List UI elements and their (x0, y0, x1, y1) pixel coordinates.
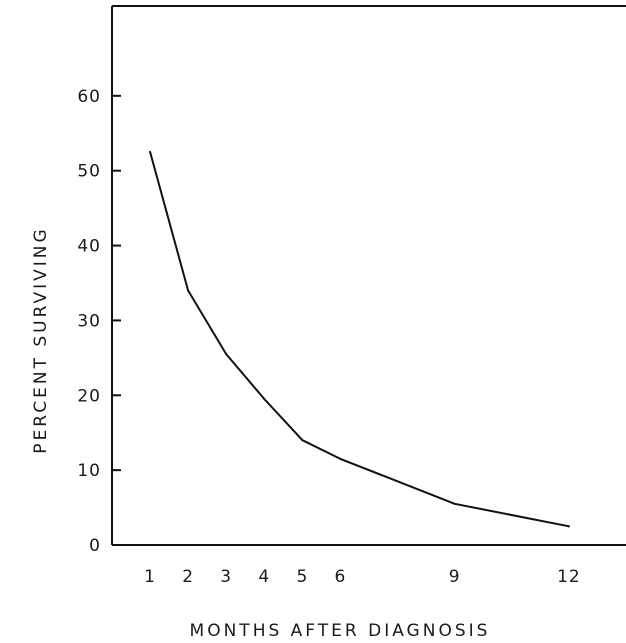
data-point (567, 525, 570, 528)
y-tick-label: 20 (77, 386, 101, 406)
y-tick-label: 60 (77, 87, 101, 107)
x-tick-label: 6 (335, 567, 347, 587)
x-tick-label: 3 (220, 567, 232, 587)
y-tick-label: 40 (77, 237, 101, 257)
x-tick-label: 9 (449, 567, 461, 587)
y-tick-label: 0 (89, 536, 101, 556)
data-point (453, 502, 456, 505)
data-point (339, 457, 342, 460)
y-tick-label: 10 (77, 461, 101, 481)
data-point (149, 150, 152, 153)
data-point (187, 289, 190, 292)
x-tick-label: 12 (557, 567, 581, 587)
y-ticks: 0 10 20 30 40 50 60 (77, 87, 121, 556)
axes (111, 5, 626, 546)
y-axis-title: PERCENT SURVIVING (31, 226, 51, 453)
x-tick-label: 4 (258, 567, 270, 587)
x-tick-label: 5 (296, 567, 308, 587)
data-point (263, 398, 266, 401)
x-axis-title: MONTHS AFTER DIAGNOSIS (190, 621, 491, 641)
data-point (225, 353, 228, 356)
x-tick-label: 2 (182, 567, 194, 587)
data-point (301, 439, 304, 442)
series-line-0 (149, 151, 570, 528)
y-tick-label: 30 (77, 311, 101, 331)
series-layer (149, 150, 570, 528)
x-tick-label: 1 (144, 567, 156, 587)
x-ticks: 1 2 3 4 5 6 9 12 (144, 567, 581, 587)
y-tick-label: 50 (77, 162, 101, 182)
